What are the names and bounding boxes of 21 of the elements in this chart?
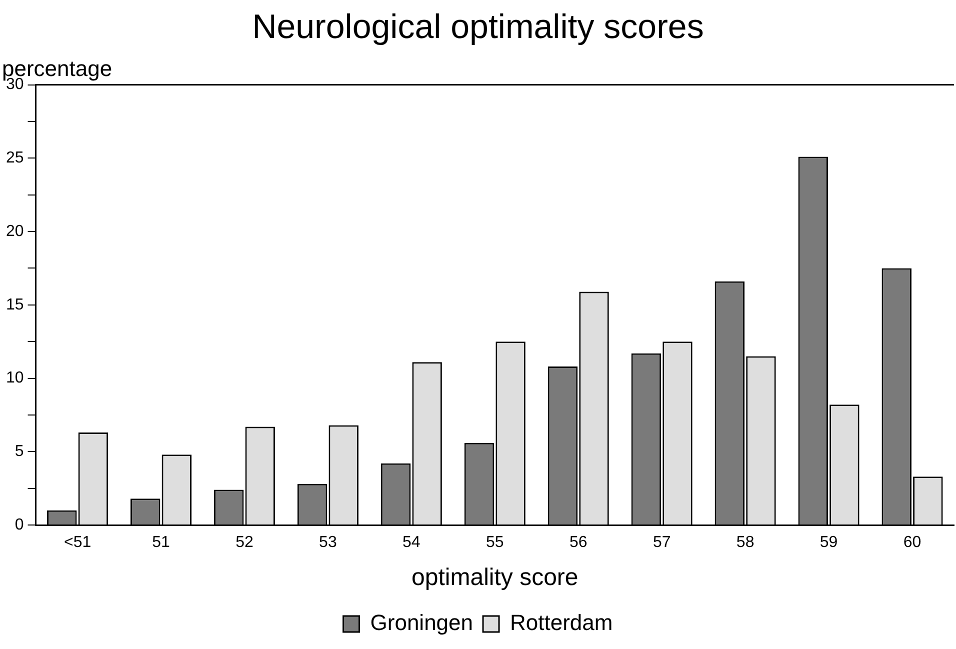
x-tick-label: 59 <box>820 534 838 552</box>
y-tick-label: 10 <box>6 370 24 387</box>
x-tick-label: <51 <box>64 534 92 552</box>
x-tick-label: 54 <box>402 534 420 552</box>
y-tick-label: 5 <box>14 443 24 460</box>
x-tick-label: 55 <box>486 534 504 552</box>
y-tick-label: 15 <box>6 296 24 314</box>
x-tick-label: 56 <box>569 534 588 552</box>
x-tick-label: 58 <box>736 534 754 552</box>
x-tick-label: 53 <box>319 534 337 552</box>
x-tick-label: 51 <box>152 534 170 552</box>
x-tick-label: 60 <box>903 534 922 552</box>
y-tick-label: 25 <box>6 150 24 167</box>
y-tick-label: 20 <box>6 222 24 240</box>
legend-label: Rotterdam <box>510 610 613 636</box>
chart-title: Neurological optimality scores <box>252 8 704 46</box>
x-tick-label: 52 <box>236 534 254 552</box>
x-tick-label: 57 <box>652 534 671 552</box>
legend-label: Groningen <box>370 610 474 636</box>
y-tick-label: 0 <box>14 516 24 534</box>
x-axis-title: optimality score <box>412 564 578 592</box>
